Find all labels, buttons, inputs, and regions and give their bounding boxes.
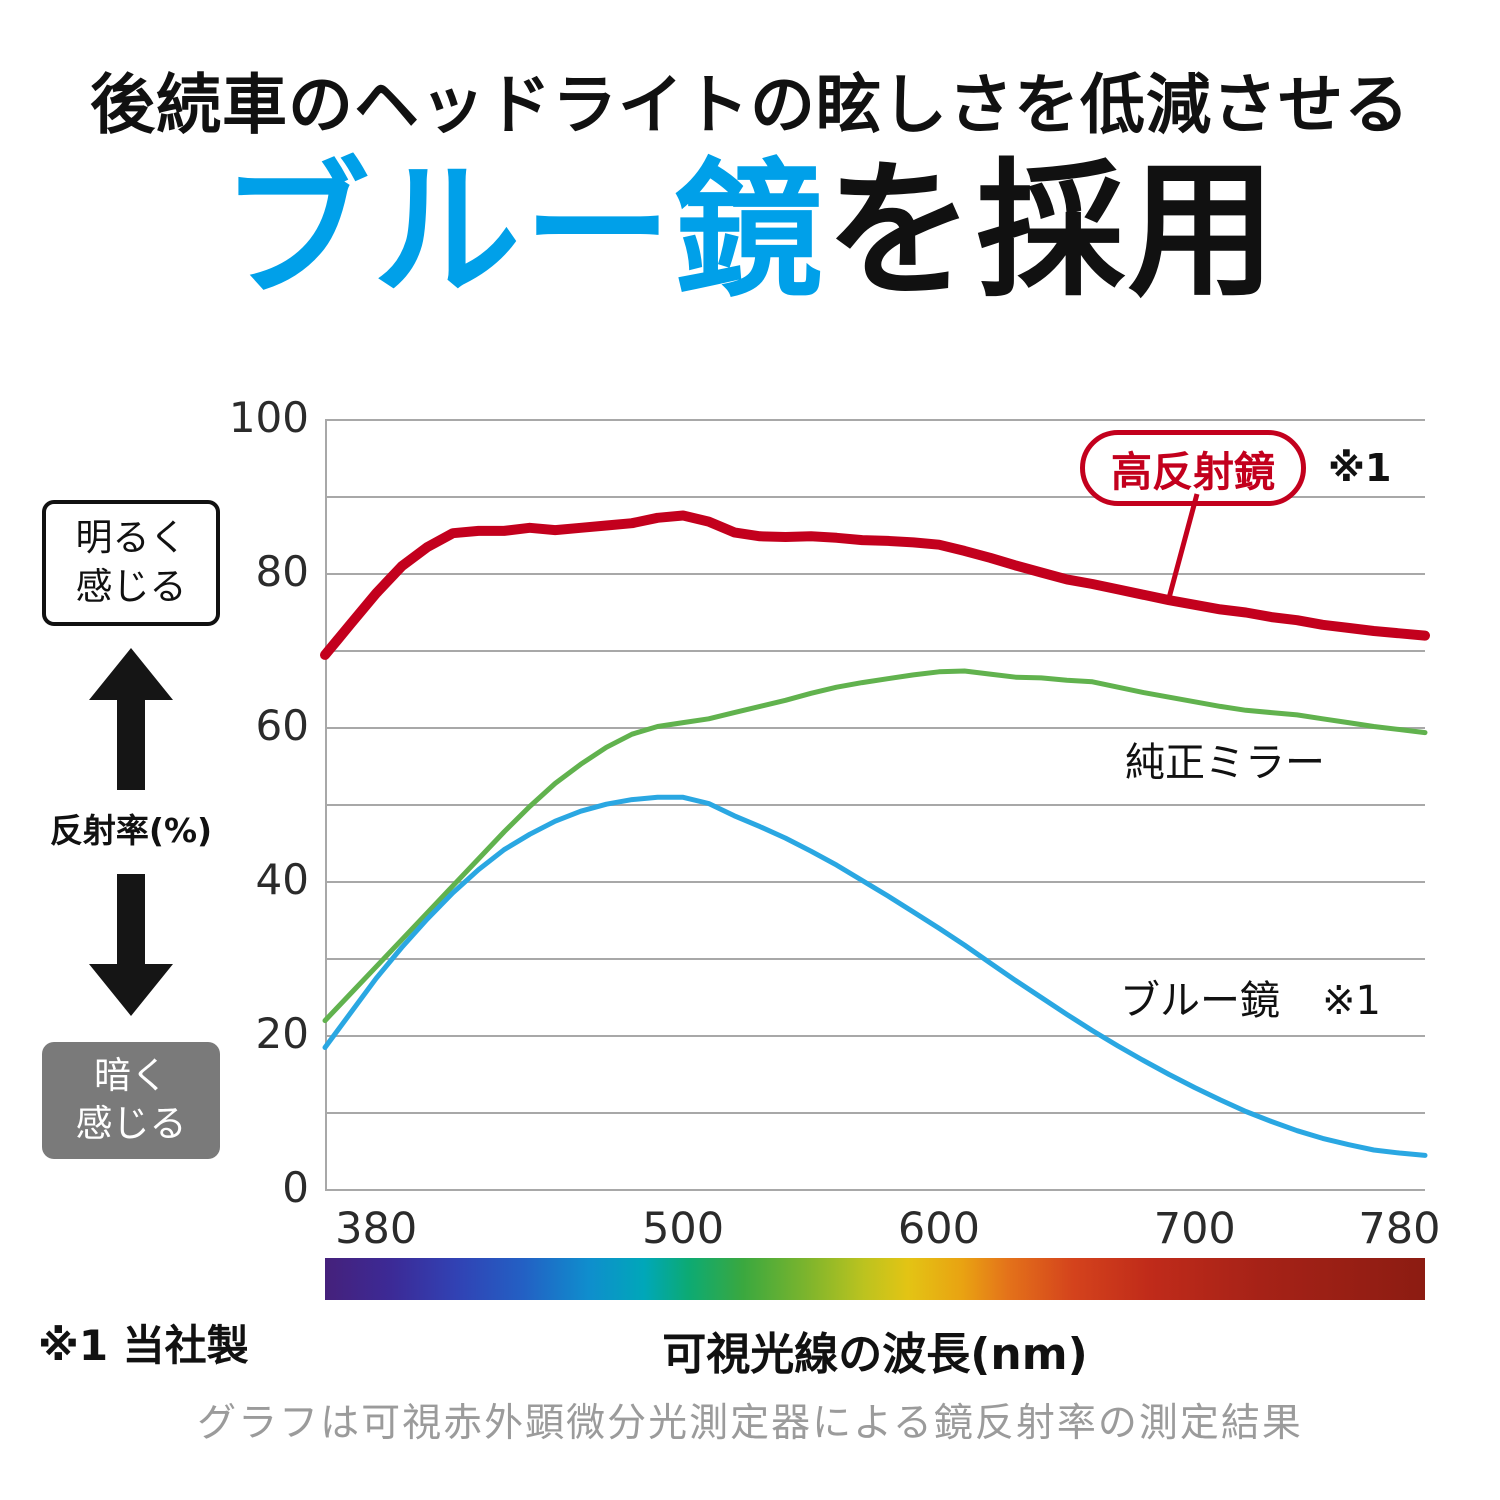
plot-area: 0 20 40 60 80 100 380 500 600 700 780 高反射鏡 ※1 純正ミ… bbox=[229, 393, 1441, 1380]
series-label-blue: ブルー鏡 ※1 bbox=[1120, 968, 1381, 1026]
series-line-1 bbox=[322, 668, 1428, 1024]
headline-top: 後続車のヘッドライトの眩しさを低減させる bbox=[89, 68, 1410, 143]
callout-pointer-line bbox=[1166, 493, 1200, 599]
y-axis-title: 反射率(%) bbox=[49, 810, 213, 850]
x-tick-label: 780 bbox=[1358, 1204, 1441, 1254]
y-tick-label: 20 bbox=[255, 1009, 309, 1058]
y-tick-label: 40 bbox=[255, 855, 309, 904]
bright-label-box: 明るく 感じる bbox=[42, 500, 220, 626]
dark-label-box: 暗く 感じる bbox=[42, 1041, 220, 1160]
callout-pill: 高反射鏡 bbox=[1080, 430, 1306, 506]
series-callout-red: 高反射鏡 ※1 bbox=[1080, 430, 1391, 506]
headline-main: ブルー鏡を採用 bbox=[0, 146, 1500, 316]
line-chart bbox=[320, 419, 1430, 1191]
y-tick-label: 80 bbox=[255, 547, 309, 596]
headline-rest: を採用 bbox=[825, 145, 1279, 317]
x-tick-labels: 380 500 600 700 780 bbox=[325, 1204, 1440, 1258]
visible-spectrum-bar bbox=[325, 1258, 1425, 1300]
x-tick-label: 380 bbox=[335, 1204, 418, 1254]
footnote-note1: ※1 当社製 bbox=[38, 1321, 249, 1370]
y-tick-label: 60 bbox=[255, 701, 309, 750]
x-axis-title: 可視光線の波長(nm) bbox=[662, 1329, 1088, 1380]
series-line-0 bbox=[320, 510, 1430, 660]
series-line-2 bbox=[322, 794, 1428, 1158]
arrow-up-icon bbox=[89, 647, 173, 790]
y-tick-label: 0 bbox=[282, 1163, 309, 1212]
x-tick-label: 600 bbox=[897, 1204, 980, 1254]
series-label-blue-note: ※1 bbox=[1322, 978, 1381, 1024]
series-label-green: 純正ミラー bbox=[1125, 740, 1325, 786]
y-axis-legend: 明るく 感じる 反射率(%) 暗く 感じる bbox=[40, 500, 222, 1160]
measurement-caption: グラフは可視赤外顕微分光測定器による鏡反射率の測定結果 bbox=[197, 1401, 1303, 1446]
callout-note: ※1 bbox=[1328, 446, 1392, 490]
x-tick-label: 500 bbox=[642, 1204, 725, 1254]
headline-highlight: ブルー鏡 bbox=[221, 145, 826, 317]
series-label-blue-text: ブルー鏡 bbox=[1120, 978, 1280, 1024]
arrow-down-icon bbox=[89, 873, 173, 1016]
y-tick-label: 100 bbox=[228, 393, 309, 442]
x-tick-label: 700 bbox=[1153, 1204, 1236, 1254]
y-tick-labels: 0 20 40 60 80 100 bbox=[213, 393, 309, 1212]
